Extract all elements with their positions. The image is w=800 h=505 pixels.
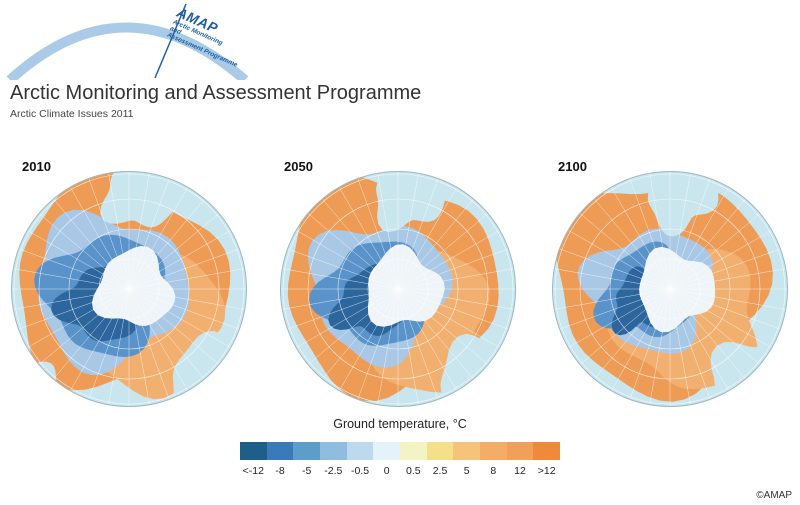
legend-swatch: [373, 442, 400, 460]
legend-label: <-12: [242, 465, 264, 477]
legend-swatch: [533, 442, 560, 460]
legend-swatch: [453, 442, 480, 460]
legend-label: 2.5: [432, 465, 448, 477]
org-title: Arctic Monitoring and Assessment Program…: [10, 82, 422, 104]
legend-swatch: [506, 442, 534, 460]
legend-label: -0.5: [350, 465, 370, 477]
map-year-label: 2010: [22, 159, 51, 174]
legend-color-bar: [240, 442, 560, 460]
legend-label: -8: [275, 465, 285, 477]
legend-label: 0.5: [406, 465, 421, 477]
legend-label: 0: [383, 465, 390, 477]
legend-swatch: [319, 442, 347, 460]
legend-swatch: [240, 442, 267, 460]
legend-labels: <-12 -8 -5 -2.5 -0.5 0 0.5 2.5 5 8 12 >12: [240, 465, 560, 479]
legend-swatch: [346, 442, 374, 460]
legend-swatch: [426, 442, 454, 460]
legend-label: -5: [301, 465, 312, 477]
polar-map-2050: [280, 171, 516, 407]
legend-label: -2.5: [324, 465, 343, 477]
copyright: ©AMAP: [756, 490, 792, 501]
legend-swatch: [266, 442, 294, 460]
report-title: Arctic Climate Issues 2011: [10, 108, 134, 120]
legend-label: 5: [463, 465, 470, 477]
map-year-label: 2050: [284, 159, 313, 174]
amap-logo: AMAP Arctic Monitoring and Assessment Pr…: [0, 0, 260, 80]
legend-swatch: [399, 442, 427, 460]
legend-swatch: [479, 442, 507, 460]
legend-label: >12: [537, 465, 556, 477]
legend-label: 8: [490, 465, 497, 477]
legend-label: 12: [514, 465, 526, 477]
legend-title: Ground temperature, °C: [333, 417, 467, 431]
polar-map-2100: [552, 171, 788, 407]
legend-swatch: [293, 442, 320, 460]
logo-arc-icon: [6, 3, 249, 80]
map-year-label: 2100: [558, 159, 587, 174]
polar-map-2010: [11, 171, 247, 407]
